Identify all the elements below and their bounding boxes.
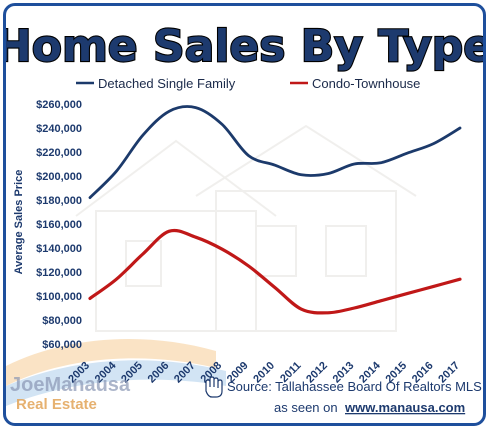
- chart-frame: Home Sales By Type Detached Single Famil…: [3, 3, 486, 426]
- watermark-subtitle: Real Estate: [16, 396, 97, 413]
- series-lines: [88, 105, 462, 315]
- legend: Detached Single Family Condo-Townhouse: [76, 76, 420, 91]
- watermark-name: JoeManausa: [10, 374, 131, 396]
- y-tick-label: $80,000: [42, 315, 82, 327]
- y-tick-label: $180,000: [36, 195, 82, 207]
- y-axis-label: Average Sales Price: [13, 170, 25, 275]
- y-tick-label: $240,000: [36, 123, 82, 135]
- series-line-condo: [88, 228, 462, 315]
- line-chart: Home Sales By Type Detached Single Famil…: [6, 20, 483, 415]
- source-website-link[interactable]: www.manausa.com: [344, 400, 465, 415]
- y-tick-label: $200,000: [36, 171, 82, 183]
- legend-label-condo: Condo-Townhouse: [312, 76, 420, 91]
- y-tick-label: $160,000: [36, 219, 82, 231]
- chart-title: Home Sales By Type: [6, 21, 483, 72]
- y-tick-label: $140,000: [36, 243, 82, 255]
- y-axis-ticks: $60,000 $80,000 $100,000 $120,000 $140,000 $1…: [36, 99, 82, 351]
- series-line-detached: [88, 105, 462, 199]
- legend-label-detached: Detached Single Family: [98, 76, 236, 91]
- source-seen-on: as seen on: [274, 400, 338, 415]
- y-tick-label: $100,000: [36, 291, 82, 303]
- source-line: Source: Tallahassee Board Of Realtors ML…: [227, 379, 482, 394]
- y-tick-label: $60,000: [42, 339, 82, 351]
- y-tick-label: $220,000: [36, 147, 82, 159]
- hand-pointer-icon: [205, 376, 223, 398]
- swoosh-watermark: [6, 339, 226, 406]
- y-tick-label: $120,000: [36, 267, 82, 279]
- y-tick-label: $260,000: [36, 99, 82, 111]
